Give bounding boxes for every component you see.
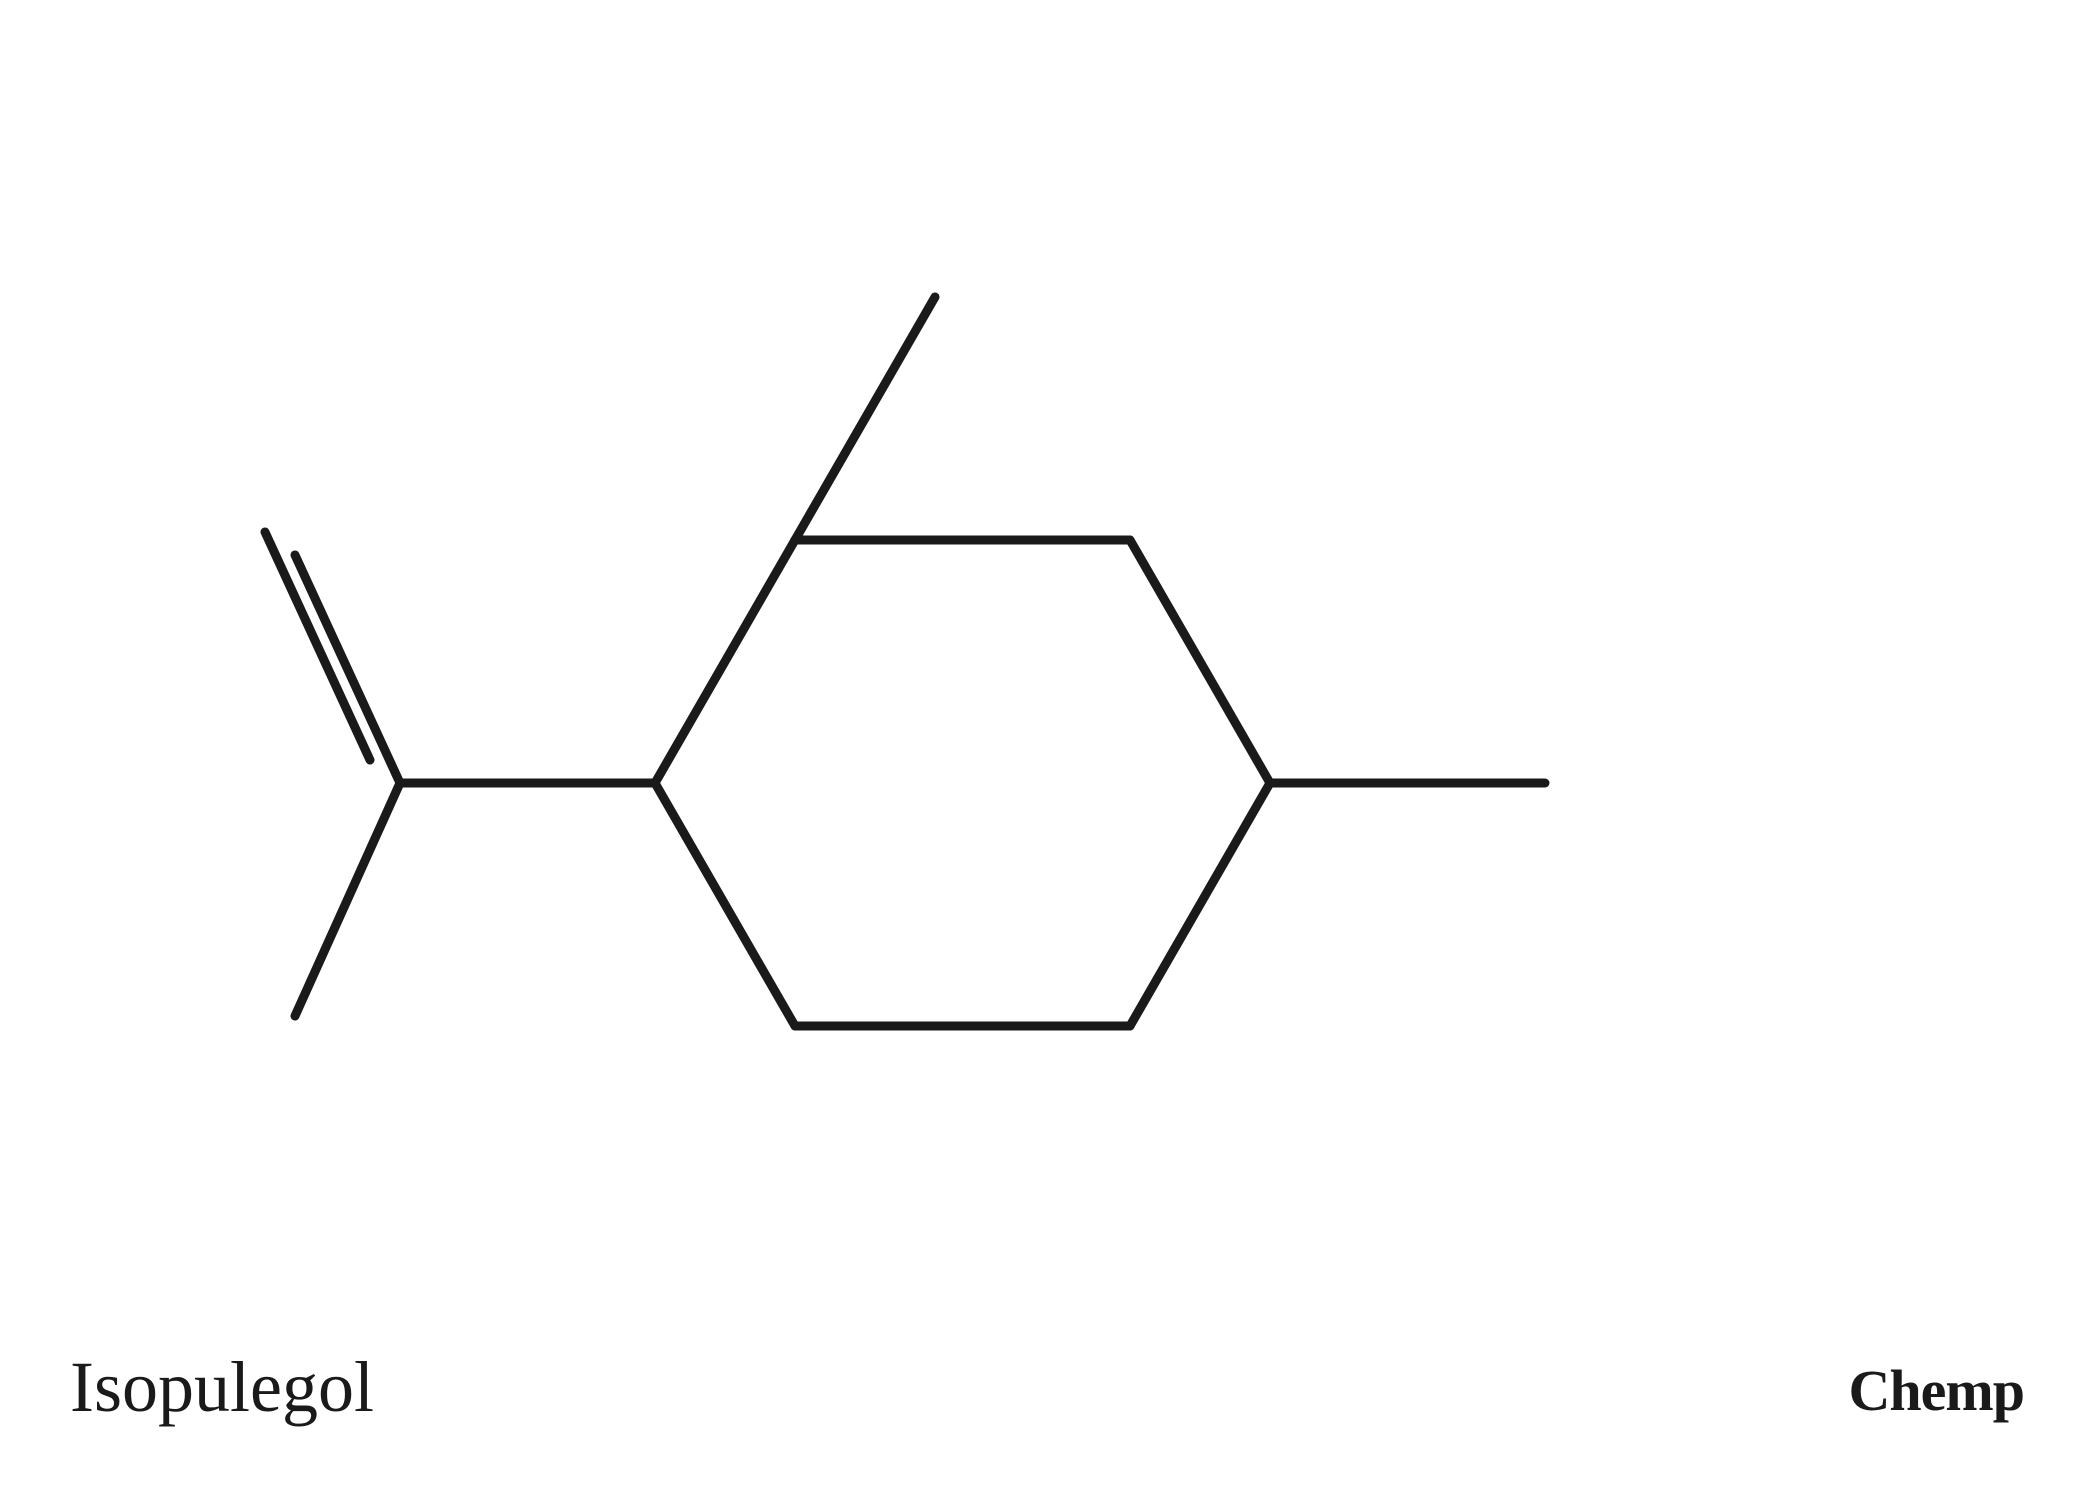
bond-line — [265, 532, 370, 760]
bond-line — [295, 555, 400, 783]
bond-line — [655, 540, 795, 783]
figure-canvas: Isopulegol Chemp — [0, 0, 2099, 1489]
bond-line — [795, 297, 935, 540]
bond-line — [655, 783, 795, 1026]
molecule-diagram — [0, 0, 2099, 1489]
compound-name: Isopulegol — [70, 1346, 374, 1429]
bond-line — [295, 783, 400, 1016]
brand-label: Chemp — [1849, 1357, 2024, 1424]
bond-line — [1130, 783, 1270, 1026]
bond-line — [1130, 540, 1270, 783]
